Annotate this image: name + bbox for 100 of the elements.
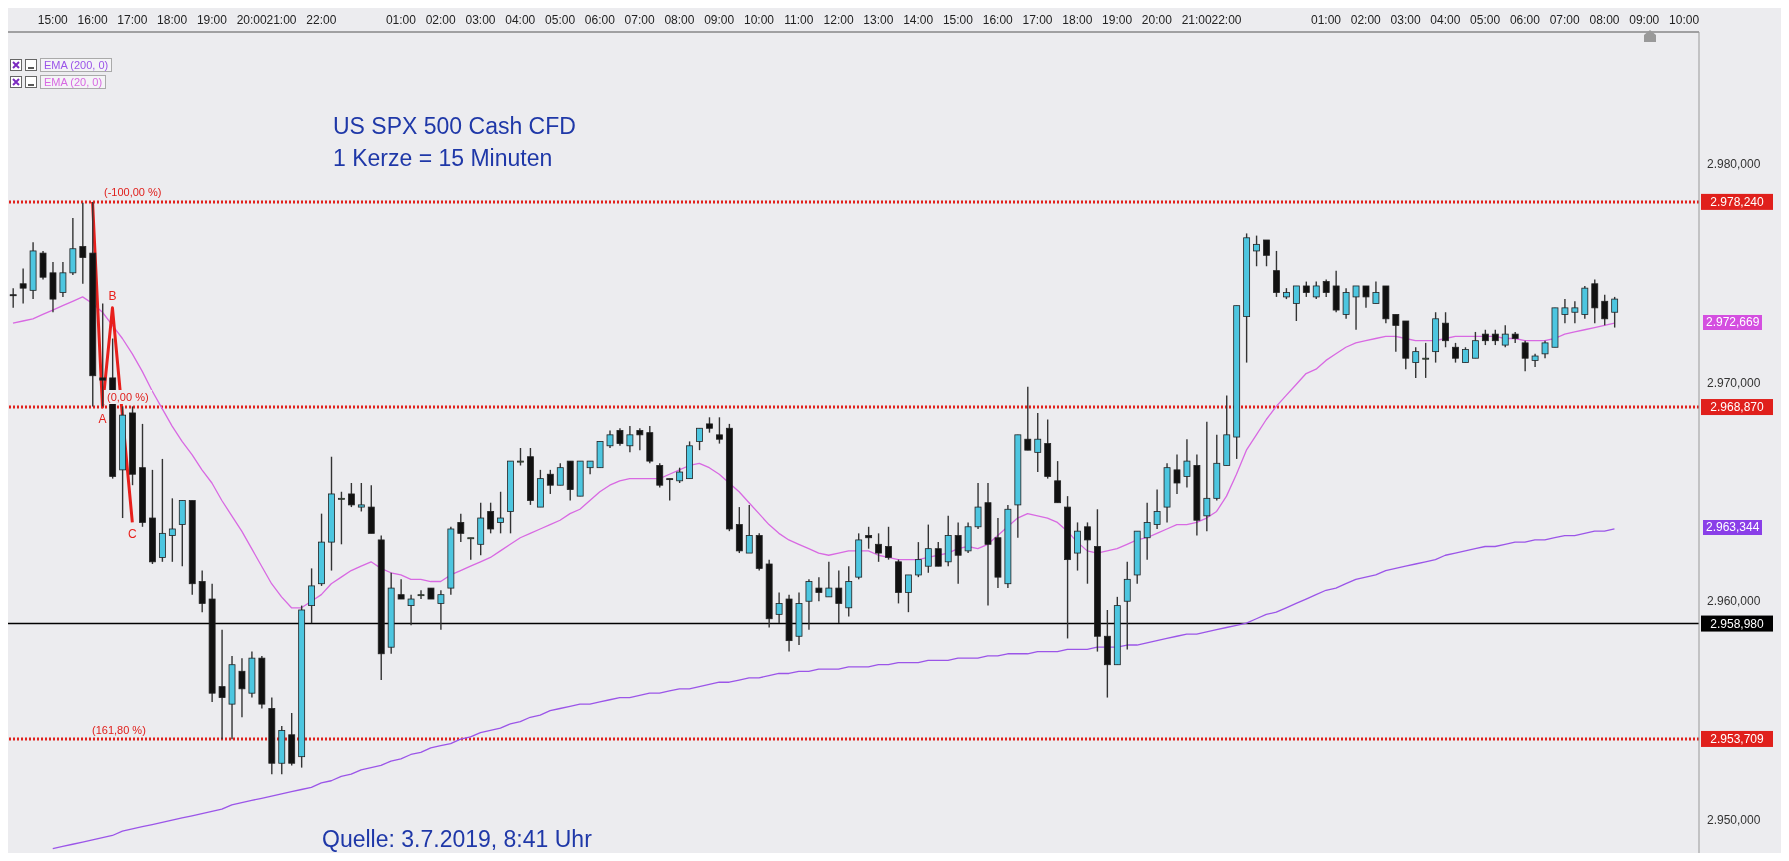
text: 2.972,669 bbox=[1703, 315, 1763, 330]
ref-line-label: 2.958,980 bbox=[1710, 616, 1765, 631]
x-tick-label: 06:00 bbox=[1509, 13, 1541, 27]
candlestick bbox=[1173, 453, 1181, 495]
ref-line-label: 2.968,870 bbox=[1710, 400, 1765, 415]
candlestick bbox=[59, 261, 67, 298]
candlestick bbox=[1084, 521, 1091, 585]
x-tick-label: 05:00 bbox=[545, 13, 576, 27]
candlestick bbox=[238, 657, 246, 718]
x-tick-label: 10:00 bbox=[743, 13, 775, 27]
candlestick bbox=[835, 569, 843, 624]
candlestick bbox=[865, 526, 873, 550]
x-tick-label: 16:00 bbox=[982, 13, 1014, 27]
x-tick-label: 13:00 bbox=[863, 13, 894, 27]
candlestick bbox=[1412, 346, 1420, 379]
candlestick bbox=[1392, 313, 1400, 353]
candlestick bbox=[775, 591, 783, 624]
x-tick-label: 20:00 bbox=[236, 13, 268, 27]
candlestick bbox=[656, 462, 664, 489]
x-tick-label: 09:00 bbox=[704, 13, 735, 27]
line-series bbox=[52, 528, 1616, 850]
candlestick bbox=[546, 469, 554, 495]
candlestick bbox=[79, 202, 87, 285]
candlestick bbox=[487, 502, 495, 535]
candlestick bbox=[1054, 460, 1062, 504]
candlestick bbox=[397, 578, 405, 600]
text: 1 Kerze = 15 Minuten bbox=[333, 144, 554, 173]
candlestick bbox=[1422, 342, 1430, 379]
candlestick bbox=[696, 427, 703, 451]
candlestick bbox=[924, 523, 932, 574]
x-tick-label: 04:00 bbox=[1430, 13, 1461, 27]
candlestick bbox=[1153, 488, 1161, 530]
candlestick bbox=[1263, 239, 1270, 267]
candlestick bbox=[1362, 285, 1370, 309]
text: EMA (200, 0) bbox=[40, 58, 113, 72]
annotation: Quelle: 3.7.2019, 8:41 Uhr bbox=[322, 826, 592, 852]
x-tick-label: 08:00 bbox=[664, 13, 695, 27]
annotation: (161,80 %) bbox=[92, 723, 146, 737]
candlestick bbox=[1292, 285, 1300, 322]
x-tick-label: 16:00 bbox=[77, 13, 108, 27]
x-tick-label: 18:00 bbox=[1062, 13, 1093, 27]
data-label: C bbox=[128, 527, 137, 542]
candlestick bbox=[636, 427, 644, 451]
candlestick bbox=[1034, 412, 1042, 473]
candlestick bbox=[815, 576, 823, 602]
candlestick bbox=[1571, 300, 1579, 324]
candlestick bbox=[556, 462, 564, 486]
candlestick bbox=[9, 287, 17, 309]
x-tick-label: 22:00 bbox=[306, 13, 337, 27]
x-tick-label: 07:00 bbox=[1549, 13, 1581, 27]
candlestick bbox=[338, 491, 345, 545]
candlestick bbox=[1521, 340, 1529, 373]
candlestick bbox=[347, 482, 355, 508]
y-tick-label: 2.970,000 bbox=[1707, 375, 1761, 390]
candlestick bbox=[1501, 324, 1509, 348]
candlestick bbox=[457, 512, 465, 543]
candlestick bbox=[417, 589, 425, 600]
x-tick-label: 21:00 bbox=[266, 13, 297, 27]
ref-line-label: 2.953,709 bbox=[1710, 731, 1765, 746]
data-label: B bbox=[108, 288, 117, 303]
candlestick bbox=[467, 537, 475, 561]
candlestick bbox=[168, 497, 176, 563]
x-tick-label: 10:00 bbox=[1669, 13, 1700, 27]
x-tick-label: 05:00 bbox=[1470, 13, 1501, 27]
candlestick bbox=[1253, 234, 1260, 267]
candlestick bbox=[1123, 561, 1131, 651]
candlestick bbox=[805, 578, 813, 631]
x-tick-label: 11:00 bbox=[784, 13, 814, 27]
x-tick-label: 07:00 bbox=[624, 13, 655, 27]
text: EMA (20, 0) bbox=[40, 75, 107, 89]
x-tick-label: 08:00 bbox=[1589, 13, 1620, 27]
candlestick bbox=[914, 541, 922, 578]
candlestick bbox=[1611, 296, 1619, 329]
x-tick-label: 19:00 bbox=[1102, 13, 1133, 27]
x-tick-label: 15:00 bbox=[37, 13, 69, 27]
candlestick bbox=[497, 491, 504, 535]
candlestick bbox=[745, 504, 753, 554]
candlestick bbox=[905, 574, 912, 613]
candlestick bbox=[357, 482, 365, 513]
candlestick bbox=[19, 267, 27, 305]
x-tick-label: 21:00 bbox=[1181, 13, 1213, 27]
candlestick bbox=[1342, 287, 1350, 320]
candlestick bbox=[1561, 298, 1569, 324]
x-tick-label: 17:00 bbox=[1022, 13, 1053, 27]
x-tick-label: 15:00 bbox=[942, 13, 974, 27]
candlestick bbox=[1024, 385, 1032, 451]
candlestick bbox=[218, 628, 226, 740]
x-tick-label: 06:00 bbox=[584, 13, 616, 27]
candlestick bbox=[885, 526, 892, 561]
candlestick bbox=[1352, 285, 1360, 331]
candlestick bbox=[626, 425, 634, 454]
y-tick-label: 2.980,000 bbox=[1707, 156, 1761, 171]
candlestick bbox=[1372, 280, 1380, 305]
x-tick-label: 22:00 bbox=[1211, 13, 1242, 27]
annotation: (0,00 %) bbox=[104, 390, 152, 405]
candlestick bbox=[1183, 438, 1191, 489]
candlestick bbox=[825, 561, 833, 598]
text: 2.963,344 bbox=[1703, 520, 1763, 535]
x-tick-label: 12:00 bbox=[823, 13, 854, 27]
candlestick bbox=[1472, 331, 1479, 359]
